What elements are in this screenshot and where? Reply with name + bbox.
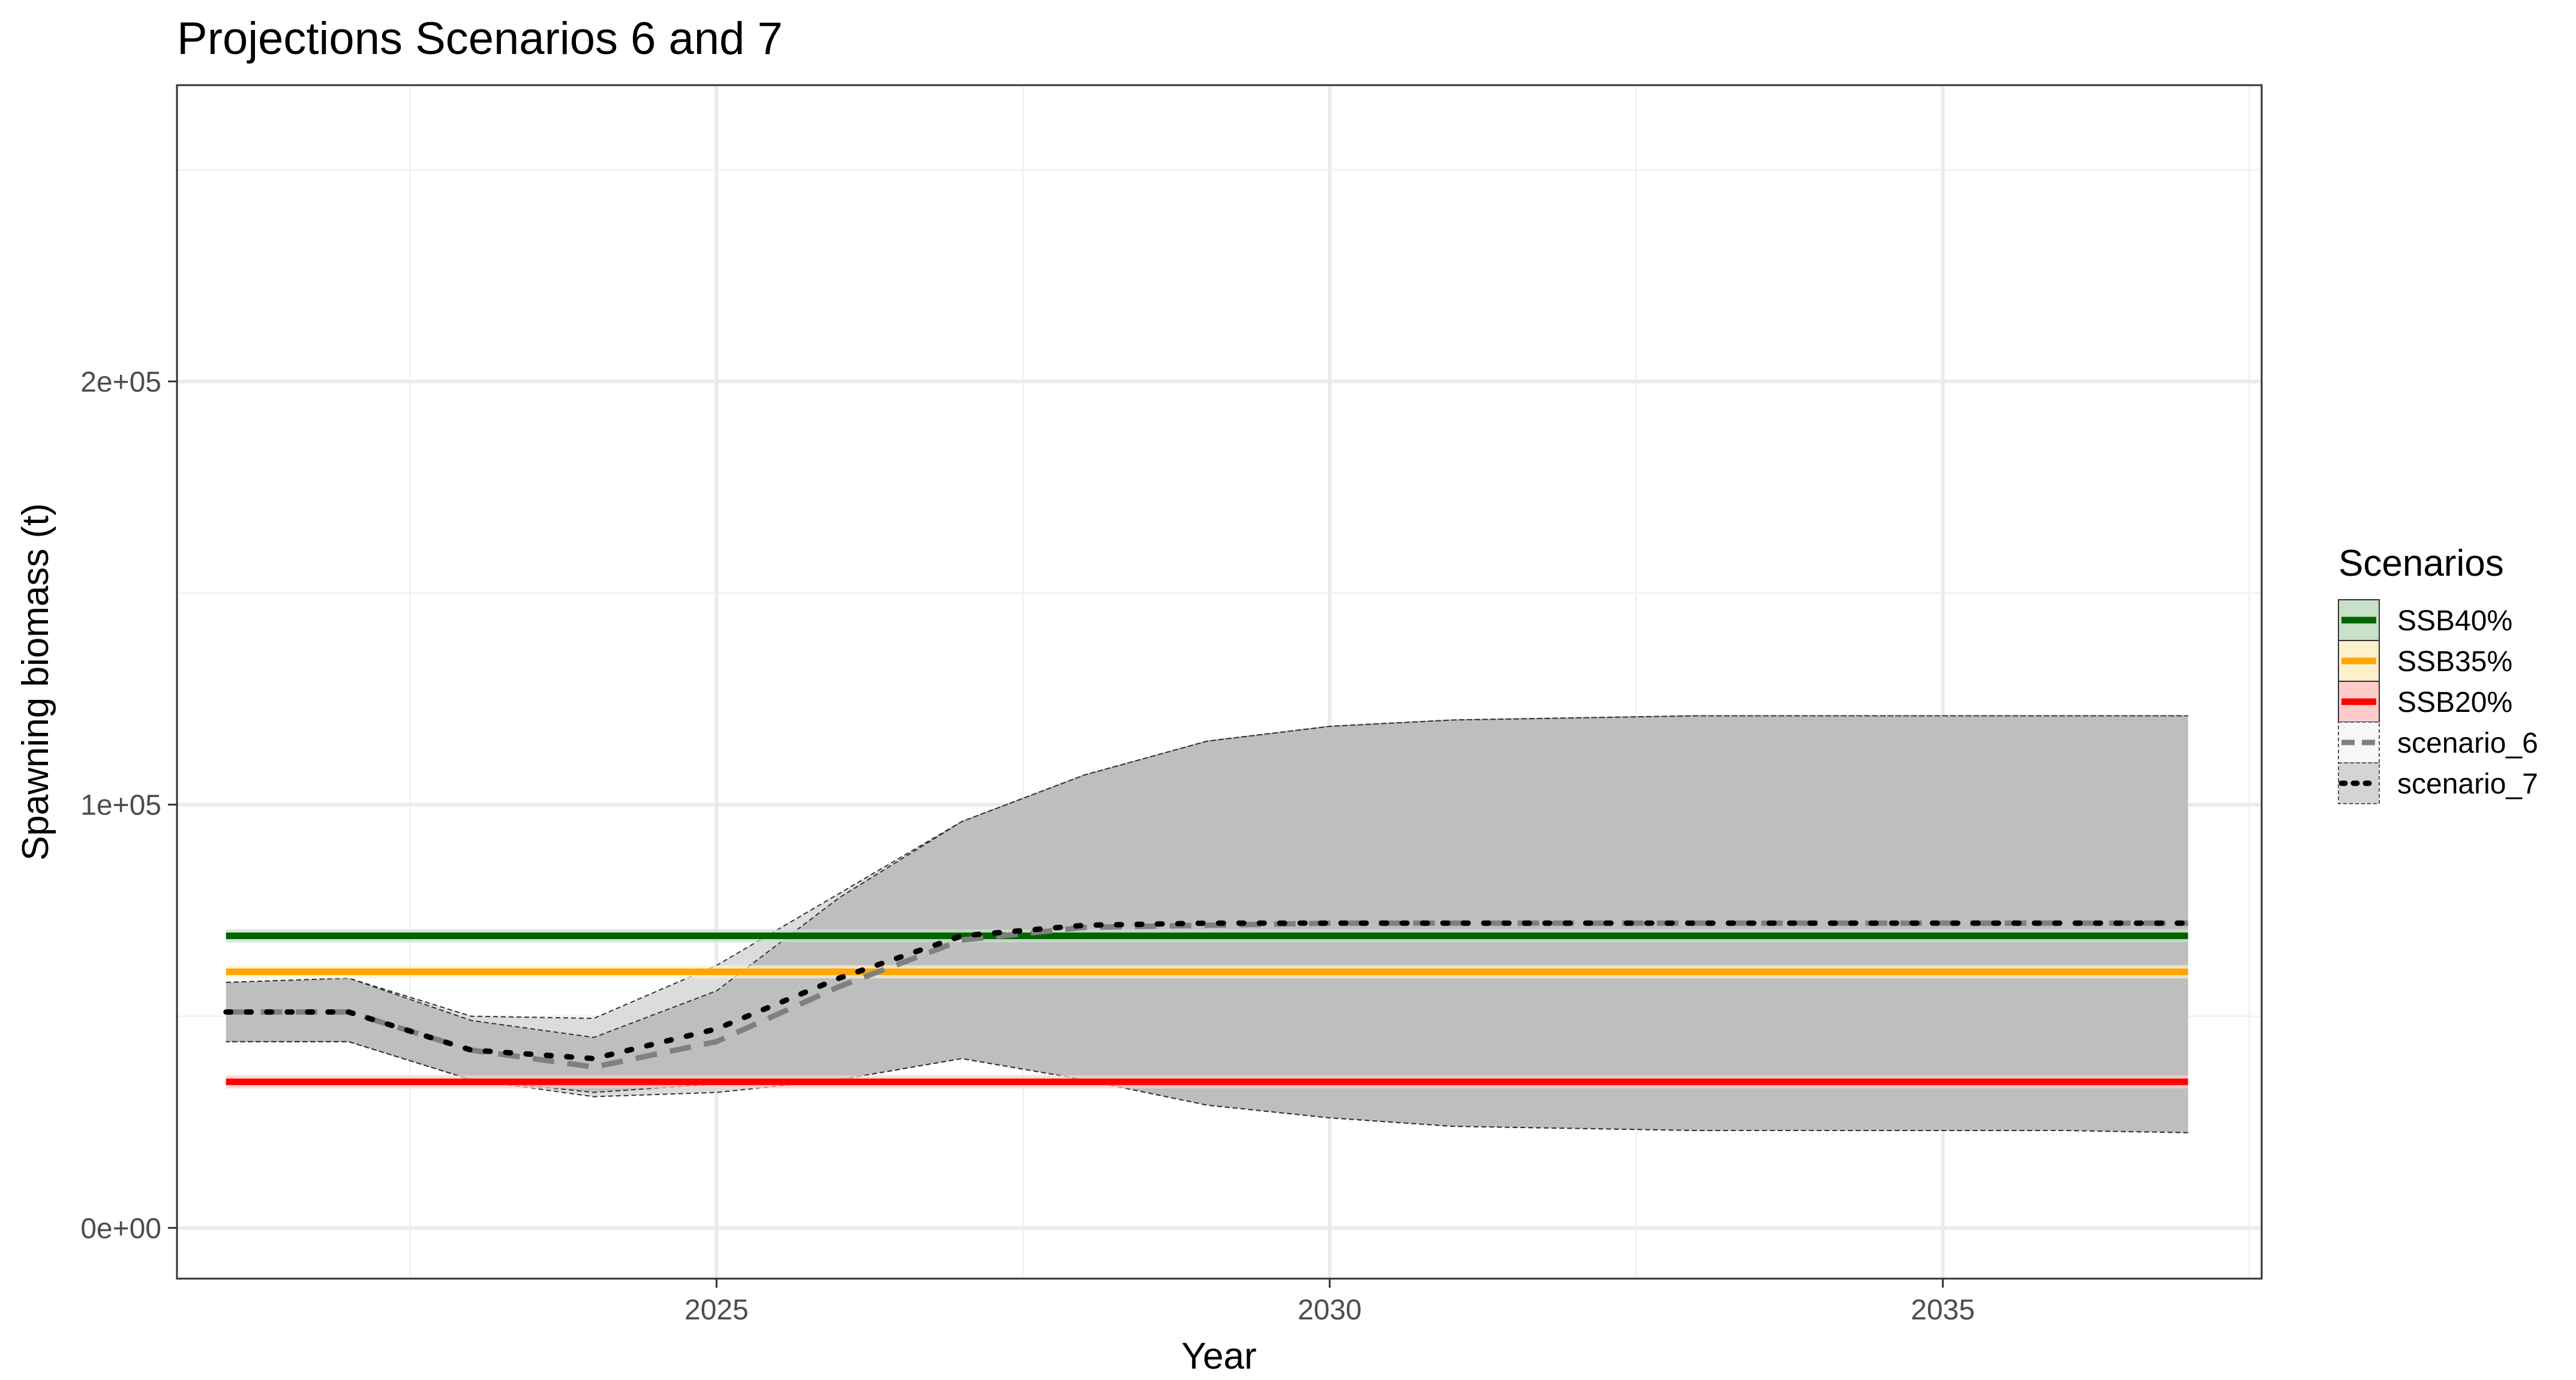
x-tick-label: 2030 xyxy=(1298,1294,1362,1326)
scenario_7-line xyxy=(223,920,2191,1062)
legend-label: SSB40% xyxy=(2397,605,2512,637)
grid-minor xyxy=(177,85,2262,1279)
plot-border xyxy=(176,84,2263,1280)
legend-label: scenario_7 xyxy=(2397,768,2538,800)
chart-title: Projections Scenarios 6 and 7 xyxy=(177,13,783,64)
legend-item-scenario_6: scenario_6 xyxy=(2338,721,2538,763)
y-tick-label: 2e+05 xyxy=(80,366,161,398)
reference-lines xyxy=(226,929,2188,1089)
legend-label: SSB20% xyxy=(2397,687,2512,718)
y-tick-label: 1e+05 xyxy=(80,790,161,822)
x-axis: 2025 2030 2035 xyxy=(684,1279,1975,1326)
y-tick-label: 0e+00 xyxy=(80,1213,161,1244)
x-tick-label: 2035 xyxy=(1911,1294,1975,1326)
legend-item-ssb20: SSB20% xyxy=(2338,681,2512,723)
x-tick-label: 2025 xyxy=(684,1294,749,1326)
x-axis-title: Year xyxy=(1181,1336,1256,1377)
scenario_6-line xyxy=(226,920,2188,1070)
y-axis: 0e+00 1e+05 2e+05 xyxy=(80,366,177,1244)
legend: Scenarios SSB40% SSB35% SSB20% scenario_6sc… xyxy=(2338,543,2538,804)
y-axis-title: Spawning biomass (t) xyxy=(15,503,56,861)
scenario_6-band-upper xyxy=(226,715,2188,1038)
legend-item-scenario_7: scenario_7 xyxy=(2338,762,2538,804)
legend-label: scenario_6 xyxy=(2397,727,2538,759)
legend-title: Scenarios xyxy=(2338,543,2504,584)
legend-item-ssb40: SSB40% xyxy=(2338,599,2512,641)
legend-item-ssb35: SSB35% xyxy=(2338,640,2512,682)
legend-label: SSB35% xyxy=(2397,646,2512,678)
series-lines xyxy=(223,920,2191,1070)
